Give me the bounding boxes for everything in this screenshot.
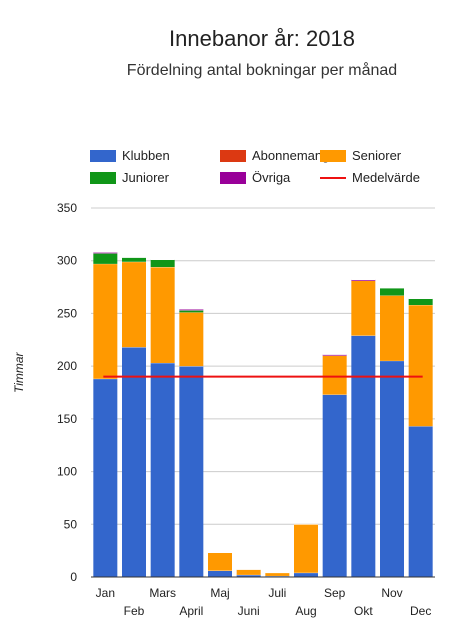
bar-seniorer-juni: [236, 569, 261, 575]
bar-seniorer-juli: [265, 572, 290, 576]
x-tick-label: Nov: [381, 586, 402, 600]
legend-swatch: [90, 149, 116, 162]
x-tick-label: Maj: [210, 586, 229, 600]
x-tick-label: April: [179, 604, 203, 618]
y-tick-label: 0: [70, 570, 77, 584]
bar-seniorer-dec: [408, 304, 433, 427]
bar-klubben-feb: [122, 347, 146, 577]
x-tick-label: Sep: [324, 586, 346, 600]
bar-klubben-maj: [208, 570, 232, 577]
bar-seniorer-sep: [322, 355, 347, 395]
x-tick-label: Jan: [96, 586, 115, 600]
bar-klubben-april: [179, 366, 204, 577]
legend-swatch: [90, 171, 116, 184]
legend-label: Seniorer: [352, 148, 402, 163]
bar-klubben-aug: [294, 572, 318, 577]
bar-klubben-sep: [322, 394, 347, 577]
bar-klubben-nov: [380, 360, 404, 577]
legend-label: Abonnemang: [252, 148, 330, 163]
x-tick-label: Mars: [149, 586, 176, 600]
bar-juniorer-feb: [122, 257, 146, 262]
legend-swatch: [320, 177, 346, 179]
legend-item-medelvarde[interactable]: Medelvärde: [320, 170, 420, 185]
bar-juniorer-april: [179, 310, 204, 313]
x-tick-label: Feb: [124, 604, 145, 618]
bar-klubben-dec: [408, 426, 433, 577]
legend-item-klubben[interactable]: Klubben: [90, 148, 170, 163]
chart-legend: Klubben Abonnemang Seniorer Juniorer Övriga M…: [90, 148, 450, 192]
y-tick-label: 300: [57, 254, 77, 268]
x-tick-label: Juni: [238, 604, 260, 618]
y-tick-label: 350: [57, 201, 77, 215]
legend-label: Klubben: [122, 148, 170, 163]
y-tick-label: 150: [57, 412, 77, 426]
legend-item-juniorer[interactable]: Juniorer: [90, 170, 169, 185]
chart-subtitle: Fördelning antal bokningar per månad: [126, 62, 398, 79]
bar-seniorer-april: [179, 312, 204, 367]
y-tick-label: 100: [57, 465, 77, 479]
bar-seniorer-jan: [93, 263, 118, 379]
bar-ovriga-jan: [93, 252, 118, 254]
x-tick-label: Okt: [354, 604, 373, 618]
bar-juniorer-nov: [380, 288, 404, 296]
bar-juniorer-dec: [408, 298, 433, 305]
x-tick-label: Juli: [268, 586, 286, 600]
legend-swatch: [220, 171, 246, 184]
bar-klubben-juni: [236, 574, 261, 577]
y-tick-label: 50: [64, 517, 78, 531]
bar-seniorer-okt: [351, 280, 376, 336]
bar-ovriga-okt: [351, 279, 376, 281]
x-tick-label: Aug: [295, 604, 316, 618]
bar-seniorer-maj: [208, 552, 232, 571]
legend-label: Medelvärde: [352, 170, 420, 185]
bar-seniorer-nov: [380, 295, 404, 361]
y-tick-label: 200: [57, 359, 77, 373]
bar-ovriga-april: [179, 309, 204, 311]
bar-juniorer-mars: [150, 259, 175, 268]
bar-ovriga-sep: [322, 354, 347, 356]
legend-swatch: [320, 149, 346, 162]
bar-seniorer-aug: [294, 524, 318, 573]
x-tick-label: Dec: [410, 604, 431, 618]
bar-klubben-jan: [93, 378, 118, 577]
chart-title: Innebanor år: 2018: [169, 26, 355, 51]
bar-seniorer-feb: [122, 261, 146, 348]
legend-label: Övriga: [252, 170, 291, 185]
legend-item-abonnemang[interactable]: Abonnemang: [220, 148, 329, 163]
legend-item-seniorer[interactable]: Seniorer: [320, 148, 401, 163]
legend-item-ovriga[interactable]: Övriga: [220, 170, 290, 185]
bar-seniorer-mars: [150, 267, 175, 363]
y-tick-label: 250: [57, 306, 77, 320]
bar-klubben-juli: [265, 575, 290, 577]
legend-label: Juniorer: [122, 170, 169, 185]
bar-klubben-okt: [351, 335, 376, 577]
bar-juniorer-jan: [93, 253, 118, 264]
legend-swatch: [220, 149, 246, 162]
bar-klubben-mars: [150, 362, 175, 577]
